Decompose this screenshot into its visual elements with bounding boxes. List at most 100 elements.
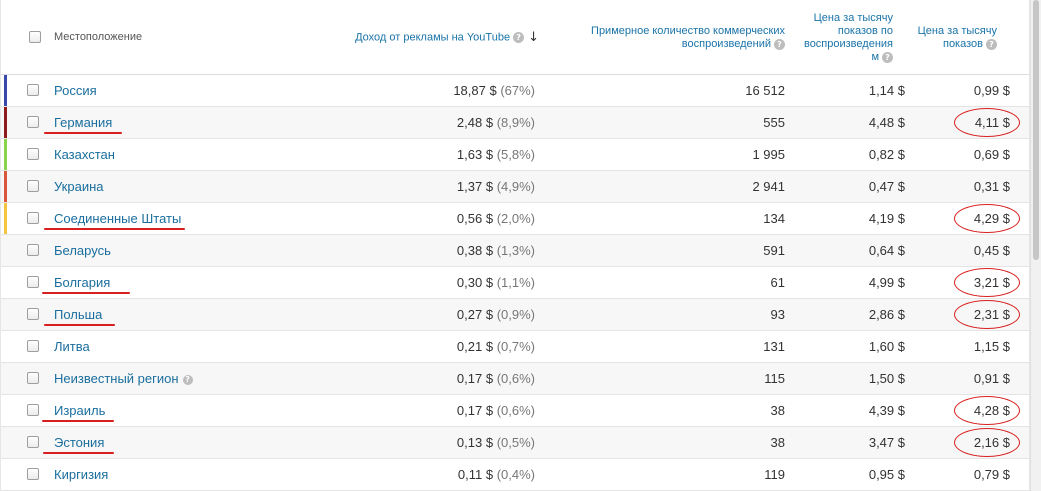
scrollbar-thumb[interactable] — [1033, 0, 1039, 260]
row-checkbox[interactable] — [27, 468, 39, 480]
table-row[interactable]: Казахстан 1,63 $ (5,8%) 1 995 0,82 $ 0,69 $ — [1, 139, 1029, 171]
row-checkbox[interactable] — [27, 244, 39, 256]
table-header: Местоположение Доход от рекламы на YouTu… — [1, 0, 1029, 75]
red-underline-annotation — [42, 292, 130, 294]
revenue-share: (67%) — [500, 83, 535, 98]
revenue-cell: 0,17 $ (0,6%) — [457, 403, 535, 418]
table-row[interactable]: Украина 1,37 $ (4,9%) 2 941 0,47 $ 0,31 $ — [1, 171, 1029, 203]
location-link[interactable]: Неизвестный регион? — [54, 371, 193, 386]
location-link[interactable]: Литва — [54, 339, 90, 354]
help-icon[interactable]: ? — [986, 38, 997, 50]
row-checkbox[interactable] — [27, 212, 39, 224]
cpm-playback-cell: 2,86 $ — [868, 307, 905, 322]
column-header-location[interactable]: Местоположение — [54, 31, 143, 43]
row-checkbox[interactable] — [27, 84, 39, 96]
row-checkbox[interactable] — [27, 148, 39, 160]
cpm-cell: 0,69 $ — [973, 147, 1010, 162]
row-checkbox[interactable] — [27, 116, 39, 128]
location-link[interactable]: Киргизия — [54, 467, 109, 482]
revenue-value: 0,38 $ — [456, 243, 494, 258]
red-circle-annotation — [954, 268, 1020, 297]
location-link[interactable]: Россия — [54, 83, 97, 98]
location-link[interactable]: Эстония — [54, 435, 105, 450]
location-link[interactable]: Германия — [54, 115, 113, 130]
cpm-cell: 0,91 $ — [973, 371, 1010, 386]
cpm-playback-cell: 1,60 $ — [868, 339, 905, 354]
table-row[interactable]: Литва 0,21 $ (0,7%) 131 1,60 $ 1,15 $ — [1, 331, 1029, 363]
table-row[interactable]: Германия 2,48 $ (8,9%) 555 4,48 $4,11 $ — [1, 107, 1029, 139]
red-circle-annotation — [954, 428, 1020, 457]
location-link[interactable]: Украина — [54, 179, 104, 194]
table-row[interactable]: Болгария 0,30 $ (1,1%) 61 4,99 $3,21 $ — [1, 267, 1029, 299]
sort-descending-icon[interactable]: ↓ — [528, 30, 539, 45]
plays-cell: 1 995 — [752, 147, 785, 162]
revenue-share: (0,4%) — [496, 467, 535, 482]
row-checkbox[interactable] — [27, 340, 39, 352]
column-header-cpm[interactable]: Цена за тысячу показов? — [907, 25, 997, 51]
plays-cell: 555 — [763, 115, 785, 130]
row-checkbox[interactable] — [27, 276, 39, 288]
cpm-playback-cell: 4,48 $ — [868, 115, 905, 130]
revenue-share: (0,7%) — [496, 339, 535, 354]
plays-cell: 134 — [763, 211, 785, 226]
cpm-cell: 0,99 $ — [973, 83, 1010, 98]
help-icon[interactable]: ? — [182, 374, 193, 385]
table-row[interactable]: Израиль 0,17 $ (0,6%) 38 4,39 $4,28 $ — [1, 395, 1029, 427]
revenue-value: 0,56 $ — [456, 211, 494, 226]
table-row[interactable]: Неизвестный регион? 0,17 $ (0,6%) 115 1,50 … — [1, 363, 1029, 395]
location-link[interactable]: Польша — [54, 307, 103, 322]
location-link[interactable]: Израиль — [54, 403, 106, 418]
red-underline-annotation — [44, 324, 115, 326]
plays-cell: 38 — [770, 403, 785, 418]
revenue-share: (1,1%) — [496, 275, 535, 290]
plays-cell: 16 512 — [745, 83, 785, 98]
row-checkbox[interactable] — [27, 372, 39, 384]
red-circle-annotation — [954, 300, 1020, 329]
table-body: Россия 18,87 $ (67%) 16 512 1,14 $ 0,99 $ Гер… — [1, 75, 1029, 491]
cpm-playback-cell: 4,19 $ — [868, 211, 905, 226]
help-icon[interactable]: ? — [513, 32, 525, 43]
series-color-bar — [4, 75, 7, 106]
table-row[interactable]: Киргизия 0,11 $ (0,4%) 119 0,95 $ 0,79 $ — [1, 459, 1029, 491]
red-circle-annotation — [954, 204, 1020, 233]
help-icon[interactable]: ? — [774, 38, 785, 50]
location-link[interactable]: Болгария — [54, 275, 111, 290]
red-underline-annotation — [42, 420, 114, 422]
revenue-value: 0,27 $ — [456, 307, 494, 322]
column-header-plays[interactable]: Примерное количество коммерческих воспро… — [561, 25, 785, 51]
row-checkbox[interactable] — [27, 308, 39, 320]
revenue-header-label: Доход от рекламы на YouTube — [355, 31, 511, 44]
table-row[interactable]: Россия 18,87 $ (67%) 16 512 1,14 $ 0,99 $ — [1, 75, 1029, 107]
location-link[interactable]: Беларусь — [54, 243, 111, 258]
revenue-cell: 0,17 $ (0,6%) — [457, 371, 535, 386]
revenue-cell: 0,56 $ (2,0%) — [457, 211, 535, 226]
table-row[interactable]: Соединенные Штаты 0,56 $ (2,0%) 134 4,19 $4… — [1, 203, 1029, 235]
table-row[interactable]: Эстония 0,13 $ (0,5%) 38 3,47 $2,16 $ — [1, 427, 1029, 459]
table-row[interactable]: Польша 0,27 $ (0,9%) 93 2,86 $2,31 $ — [1, 299, 1029, 331]
column-header-cpm-playback[interactable]: Цена за тысячу показов по воспроизведени… — [797, 12, 893, 64]
cpm-cell: 1,15 $ — [973, 339, 1010, 354]
row-checkbox[interactable] — [27, 436, 39, 448]
cpm-header-label: Цена за тысячу показов — [917, 25, 997, 50]
revenue-value: 0,21 $ — [456, 339, 494, 354]
row-checkbox[interactable] — [27, 180, 39, 192]
plays-cell: 131 — [763, 339, 785, 354]
table-row[interactable]: Беларусь 0,38 $ (1,3%) 591 0,64 $ 0,45 $ — [1, 235, 1029, 267]
revenue-share: (5,8%) — [496, 147, 535, 162]
column-header-revenue[interactable]: Доход от рекламы на YouTube? ↓ — [355, 31, 539, 44]
cpm-cell: 0,79 $ — [973, 467, 1010, 482]
revenue-cell: 0,30 $ (1,1%) — [457, 275, 535, 290]
plays-cell: 115 — [764, 371, 785, 386]
cpm-cell: 0,45 $ — [973, 243, 1010, 258]
plays-cell: 119 — [764, 467, 785, 482]
scrollbar[interactable] — [1030, 0, 1041, 491]
plays-cell: 38 — [770, 435, 785, 450]
revenue-value: 0,11 $ — [457, 467, 494, 482]
revenue-value: 0,17 $ — [456, 403, 494, 418]
select-all-checkbox[interactable] — [29, 31, 41, 43]
help-icon[interactable]: ? — [882, 51, 893, 63]
revenue-cell: 0,11 $ (0,4%) — [458, 467, 535, 482]
location-link[interactable]: Казахстан — [54, 147, 115, 162]
row-checkbox[interactable] — [27, 404, 39, 416]
location-link[interactable]: Соединенные Штаты — [54, 211, 182, 226]
